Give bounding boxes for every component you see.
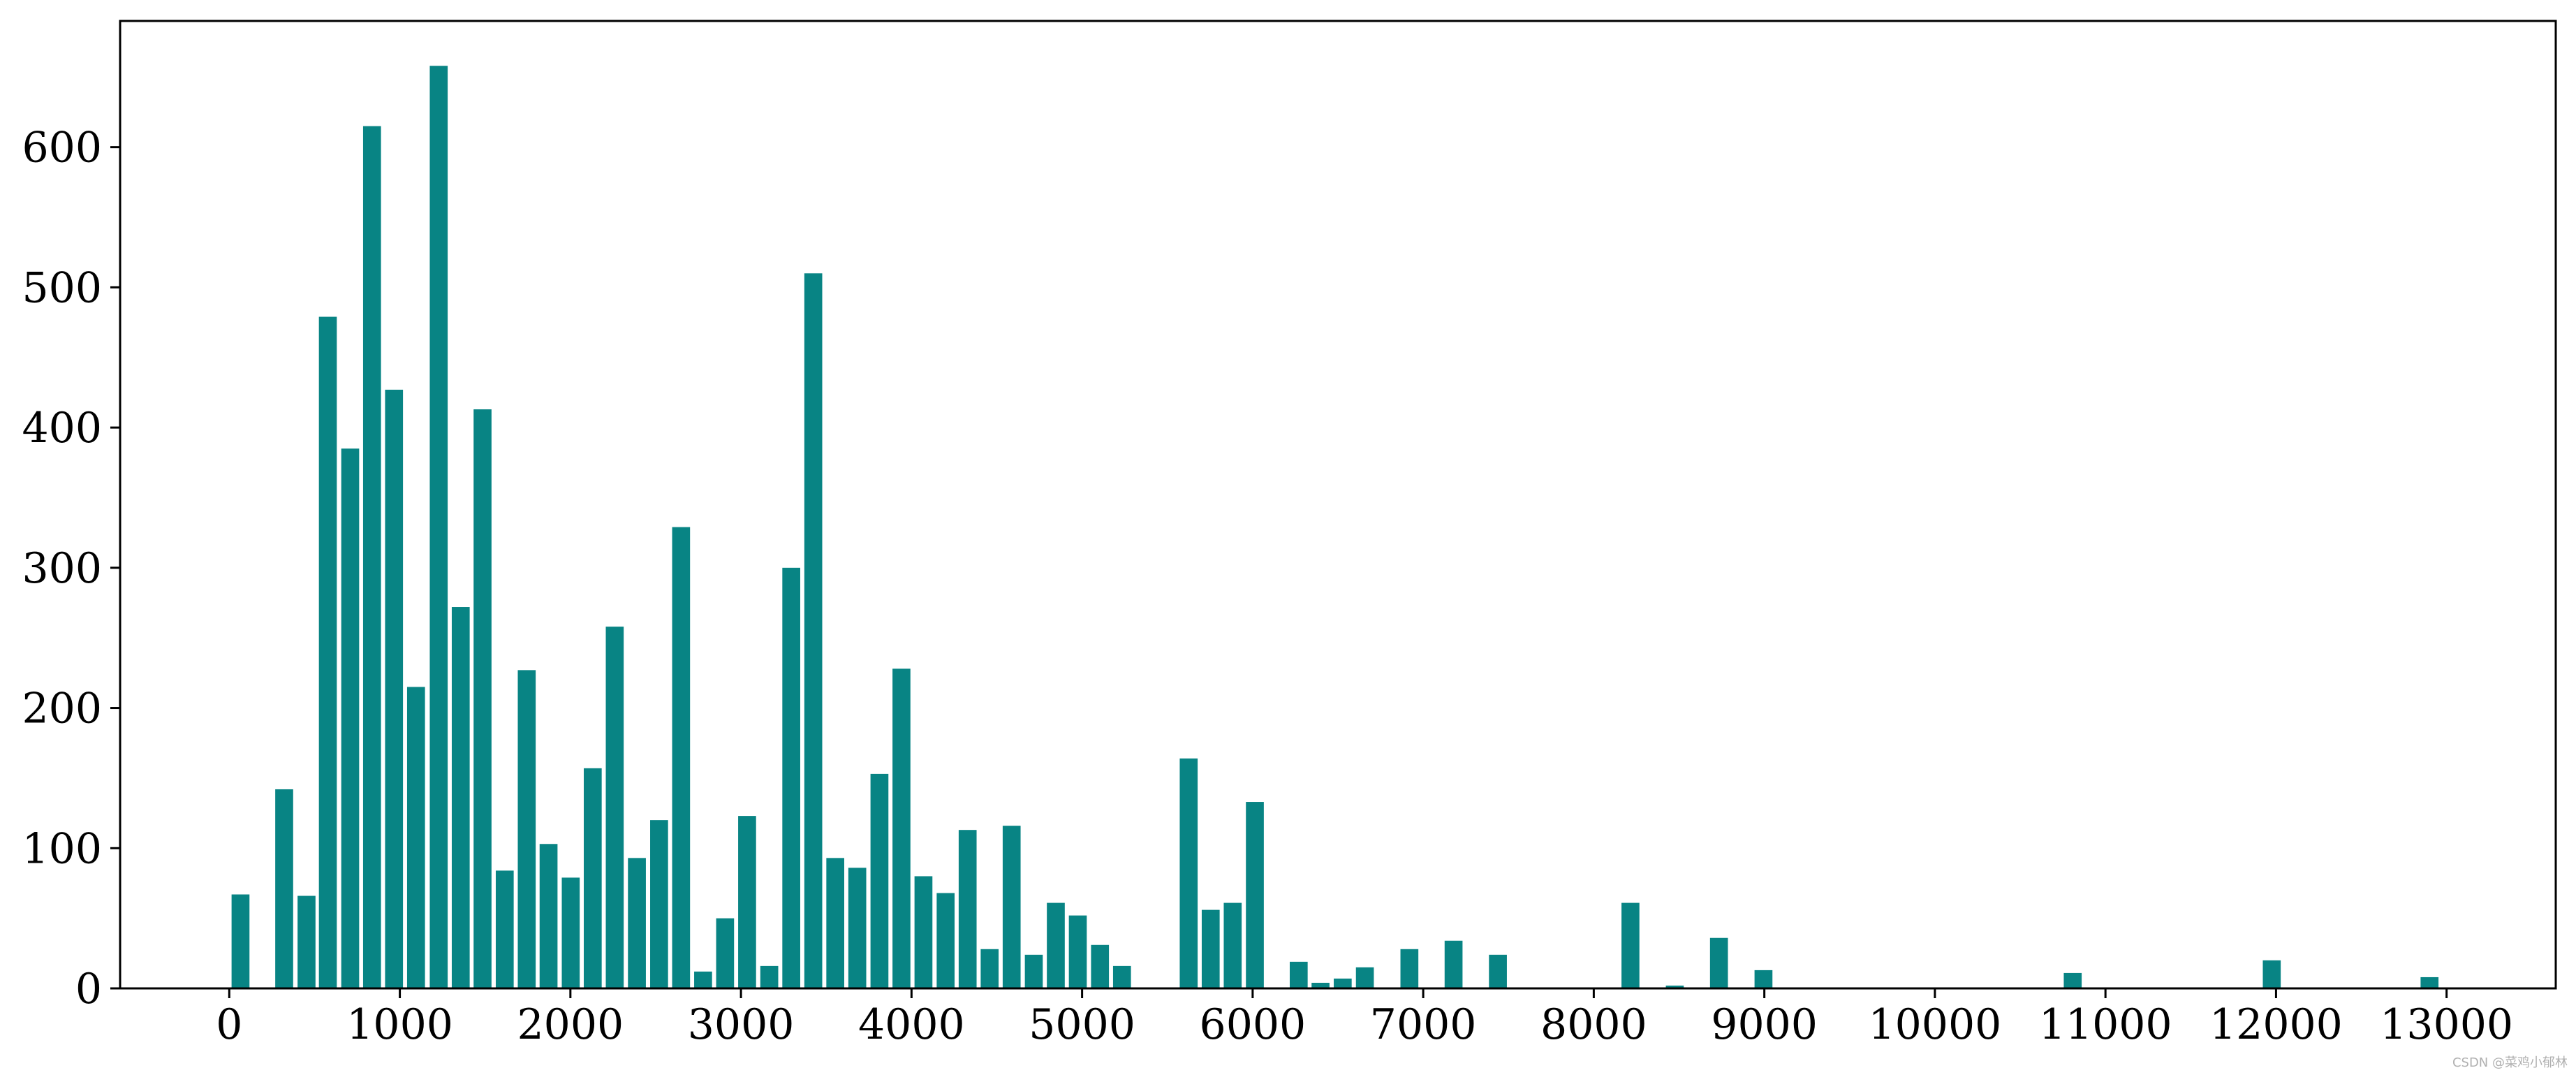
bar	[231, 894, 250, 988]
bar	[826, 858, 844, 988]
x-tick-label: 7000	[1370, 1000, 1477, 1049]
bar	[650, 820, 668, 988]
bar	[958, 830, 977, 988]
x-tick-label: 9000	[1711, 1000, 1818, 1049]
bar	[473, 409, 492, 988]
bar	[1311, 982, 1330, 988]
bar	[1112, 965, 1131, 988]
bar	[1047, 902, 1065, 988]
x-tick-label: 1000	[346, 1000, 453, 1049]
y-tick-label: 200	[22, 685, 102, 733]
bar	[429, 66, 448, 989]
bar	[936, 893, 955, 988]
bar	[716, 918, 735, 988]
y-tick-label: 600	[22, 124, 102, 173]
x-tick-label: 8000	[1540, 1000, 1647, 1049]
bar	[605, 627, 624, 988]
y-tick-label: 500	[22, 263, 102, 312]
bar	[1754, 970, 1773, 988]
y-tick-label: 0	[75, 965, 102, 1014]
bar	[980, 949, 999, 988]
bar	[694, 971, 712, 988]
bar	[672, 527, 691, 988]
y-tick-label: 100	[22, 824, 102, 873]
bar	[584, 768, 602, 988]
bar	[451, 607, 470, 988]
bar	[628, 858, 646, 988]
bar	[892, 668, 911, 988]
x-tick-label: 3000	[688, 1000, 795, 1049]
bar	[1355, 967, 1374, 988]
bar	[1002, 826, 1021, 988]
bar	[914, 876, 933, 988]
bar	[1246, 802, 1264, 988]
bar	[1223, 902, 1242, 988]
x-tick-label: 13000	[2380, 1000, 2513, 1049]
bar	[2262, 960, 2281, 988]
bar	[1091, 944, 1110, 988]
bar	[1400, 949, 1419, 988]
x-axis: 0 1000 2000 3000 4000 5000 6000 7000 8000 9000 100…	[216, 988, 2513, 1049]
bar	[738, 816, 756, 988]
bar	[1334, 978, 1352, 988]
y-tick-label: 300	[22, 544, 102, 593]
bar	[341, 448, 360, 988]
bar	[870, 773, 889, 988]
bar	[275, 789, 293, 988]
watermark: CSDN @菜鸡小郁林	[2452, 1055, 2568, 1070]
bar	[1665, 985, 1684, 988]
bar	[517, 670, 536, 988]
x-tick-label: 11000	[2039, 1000, 2172, 1049]
bar	[1179, 758, 1198, 988]
y-axis: 0 100 200 300 400 500 600	[22, 124, 120, 1014]
y-tick-label: 400	[22, 404, 102, 453]
bar	[495, 870, 514, 988]
bar	[385, 389, 404, 988]
bar	[1621, 902, 1640, 988]
bar	[2063, 972, 2082, 988]
bar	[318, 316, 337, 988]
bar	[406, 687, 425, 988]
bar	[760, 965, 779, 988]
x-tick-label: 5000	[1029, 1000, 1135, 1049]
bar	[1444, 940, 1463, 988]
bar	[1709, 937, 1728, 988]
bars-group	[231, 66, 2439, 989]
x-tick-label: 6000	[1200, 1000, 1307, 1049]
bar	[561, 877, 580, 988]
bar	[804, 273, 823, 988]
bar	[539, 844, 558, 988]
bar	[1068, 915, 1087, 988]
x-tick-label: 0	[216, 1000, 242, 1049]
x-tick-label: 2000	[517, 1000, 624, 1049]
plot-frame	[119, 20, 2557, 990]
bar	[1201, 909, 1220, 988]
bar	[782, 567, 800, 988]
bar	[362, 126, 381, 988]
bar	[1024, 954, 1043, 988]
x-tick-label: 4000	[858, 1000, 965, 1049]
bar	[1489, 954, 1507, 988]
bar	[1290, 961, 1308, 988]
bar	[297, 895, 316, 988]
x-tick-label: 10000	[1868, 1000, 2001, 1049]
x-tick-label: 12000	[2209, 1000, 2343, 1049]
bar	[2420, 977, 2439, 988]
bar	[848, 868, 867, 988]
